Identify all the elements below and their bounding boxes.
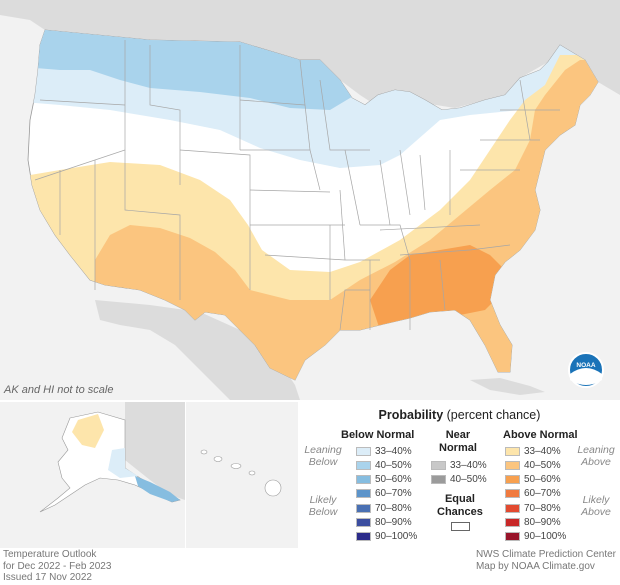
below-scale-label: 80–90% — [375, 517, 412, 528]
below-scale-row: 33–40% — [356, 445, 412, 457]
above-scale-swatch — [505, 475, 520, 485]
likely-above-label: Likely Above — [581, 494, 611, 518]
state-borders — [34, 40, 560, 331]
below-scale-swatch — [356, 475, 371, 485]
legend: Probability (percent chance) Below Norma… — [299, 402, 620, 548]
above-scale-label: 33–40% — [524, 445, 561, 457]
above-scale-row: 80–90% — [505, 517, 561, 529]
below-scale-row: 90–100% — [356, 531, 417, 543]
alaska-above-33-region — [72, 414, 104, 448]
above-scale-swatch — [505, 460, 520, 470]
footer-title: Temperature Outlook — [3, 549, 97, 560]
above-scale-swatch — [505, 532, 520, 542]
footer-credit: Map by NOAA Climate.gov — [475, 560, 595, 572]
leaning-above-label: Leaning Above — [577, 444, 615, 468]
alaska-below-33-region — [108, 448, 138, 478]
above-scale-label: 60–70% — [524, 488, 561, 500]
mexico-land — [95, 300, 300, 400]
below-scale-label: 90–100% — [375, 531, 418, 543]
alaska-below-40-region — [135, 476, 180, 502]
noaa-logo: NOAA — [568, 352, 604, 388]
above-scale-row: 40–50% — [505, 459, 561, 471]
below-scale-swatch — [356, 518, 371, 527]
above-scale-label: 90–100% — [524, 531, 567, 543]
above-scale-row: 50–60% — [505, 474, 561, 486]
canada-land — [0, 0, 620, 108]
above-scale-label: 40–50% — [524, 459, 561, 471]
footer-right: NWS Climate Prediction Center Map by NOA… — [476, 549, 616, 572]
legend-title-bold: Probability — [378, 408, 444, 422]
below-scale-label: 70–80% — [375, 502, 412, 514]
above-scale-row: 70–80% — [505, 502, 561, 514]
above-scale-swatch — [505, 503, 520, 513]
below-scale-row: 40–50% — [356, 459, 412, 471]
near-normal-header: Near Normal — [439, 429, 477, 454]
likely-below-label: Likely Below — [308, 494, 338, 518]
below-scale-swatch — [356, 532, 371, 542]
below-scale-swatch — [356, 489, 371, 499]
above-scale-swatch — [505, 518, 520, 527]
below-scale-label: 33–40% — [375, 445, 412, 457]
above-scale-swatch — [505, 446, 520, 456]
below-scale-row: 80–90% — [356, 517, 412, 529]
below-scale-swatch — [356, 503, 371, 513]
near-scale-row: 33–40% — [431, 459, 487, 471]
above-scale-swatch — [505, 489, 520, 499]
above-40-50-region — [95, 60, 598, 380]
above-normal-header: Above Normal — [503, 429, 578, 441]
above-scale-row: 60–70% — [505, 488, 561, 500]
below-scale-label: 60–70% — [375, 488, 412, 500]
above-scale-label: 50–60% — [524, 474, 561, 486]
below-scale-swatch — [356, 460, 371, 470]
footer-source: NWS Climate Prediction Center — [475, 549, 616, 560]
below-scale-label: 40–50% — [375, 459, 412, 471]
equal-chances-label: Equal Chances — [437, 493, 483, 518]
above-scale-row: 90–100% — [505, 531, 566, 543]
legend-title-rest: (percent chance) — [446, 408, 541, 422]
legend-title: Probability (percent chance) — [299, 408, 620, 422]
below-normal-header: Below Normal — [341, 429, 415, 441]
near-scale-swatch — [431, 474, 446, 484]
hawaii-islands — [200, 449, 282, 497]
above-scale-label: 70–80% — [524, 502, 561, 514]
below-scale-row: 60–70% — [356, 488, 412, 500]
scale-note: AK and HI not to scale — [4, 384, 114, 396]
cuba-land — [470, 378, 545, 395]
above-scale-row: 33–40% — [505, 445, 561, 457]
alaska-canada-land — [125, 402, 185, 500]
equal-chances-swatch — [451, 522, 470, 531]
near-scale-label: 33–40% — [450, 459, 487, 471]
footer-left: Temperature Outlook for Dec 2022 - Feb 2… — [3, 549, 111, 584]
leaning-below-label: Leaning Below — [304, 444, 342, 468]
svg-text:NOAA: NOAA — [576, 362, 595, 369]
above-50-60-region — [370, 245, 505, 330]
footer-issued: Issued 17 Nov 2022 — [3, 572, 92, 583]
below-scale-swatch — [356, 446, 371, 456]
near-scale-label: 40–50% — [450, 473, 487, 485]
hawaii-inset — [186, 402, 298, 548]
near-scale-row: 40–50% — [431, 473, 487, 485]
below-scale-row: 50–60% — [356, 474, 412, 486]
above-scale-label: 80–90% — [524, 517, 561, 528]
below-scale-label: 50–60% — [375, 474, 412, 486]
below-scale-row: 70–80% — [356, 502, 412, 514]
near-scale-swatch — [431, 460, 446, 470]
footer-period: for Dec 2022 - Feb 2023 — [3, 560, 112, 572]
